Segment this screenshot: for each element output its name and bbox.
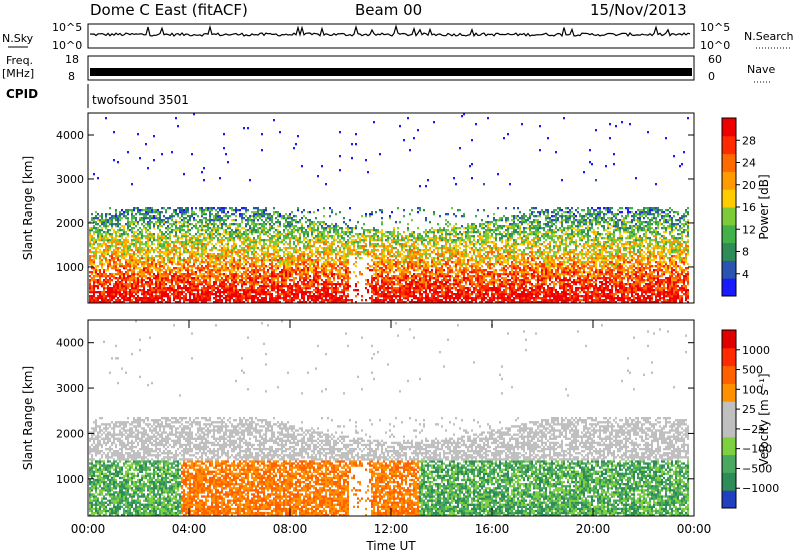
- y-tick-label: 3000: [56, 173, 84, 186]
- colorbar-segment: [722, 243, 736, 261]
- y-tick-label: 2000: [56, 427, 84, 440]
- nsky-label: N.Sky: [2, 32, 34, 45]
- x-tick-label: 00:00: [71, 522, 106, 536]
- date-title: 15/Nov/2013: [590, 1, 687, 19]
- power-panel: 4000 3000 2000 1000 Slant Range [km]: [21, 113, 694, 303]
- colorbar-segment: [722, 366, 736, 384]
- velocity-panel: 4000 3000 2000 1000 Slant Range [km] 00:00 0…: [21, 320, 711, 553]
- colorbar-tick: 8: [742, 246, 749, 259]
- colorbar-segment: [722, 278, 736, 296]
- x-tick-label: 12:00: [374, 522, 409, 536]
- colorbar-segment: [722, 455, 736, 473]
- colorbar-segment: [722, 260, 736, 278]
- colorbar-segment: [722, 472, 736, 490]
- x-tick-label: 08:00: [273, 522, 308, 536]
- colorbar-segment: [722, 154, 736, 172]
- velocity-ylabel: Slant Range [km]: [21, 366, 35, 470]
- power-colorbar: 28 24 20 16 12 8 4 Power [dB]: [722, 118, 771, 297]
- colorbar-segment: [722, 207, 736, 225]
- nave-label: Nave: [747, 63, 775, 76]
- y-tick-label: 3000: [56, 382, 84, 395]
- cpid-label: CPID: [6, 87, 38, 101]
- nsky-panel: N.Sky 10^5 10^0 10^5 10^0 N.Search: [2, 21, 794, 52]
- cpid-panel: CPID twofsound 3501: [6, 84, 189, 108]
- y-tick-label: 4000: [56, 129, 84, 142]
- colorbar-segment: [722, 189, 736, 207]
- nsearch-label: N.Search: [744, 30, 794, 43]
- power-ylabel: Slant Range [km]: [21, 156, 35, 260]
- nave-tick-bottom: 0: [708, 70, 715, 83]
- freq-panel: Freq. [MHz] 18 8 60 0 Nave: [2, 53, 775, 83]
- colorbar-tick: 20: [742, 179, 756, 192]
- nsky-right-tick-top: 10^5: [700, 21, 730, 34]
- colorbar-tick: 16: [742, 201, 756, 214]
- colorbar-segment: [722, 490, 736, 508]
- colorbar-segment: [722, 437, 736, 455]
- rti-figure: Dome C East (fitACF) Beam 00 15/Nov/2013…: [0, 0, 800, 554]
- velocity-colorbar-label: Velocity [m s⁻¹]: [757, 373, 771, 466]
- y-tick-label: 2000: [56, 217, 84, 230]
- colorbar-tick: 12: [742, 223, 756, 236]
- colorbar-tick: 4: [742, 268, 749, 281]
- x-tick-label: 16:00: [475, 522, 510, 536]
- colorbar-segment: [722, 401, 736, 419]
- y-tick-label: 1000: [56, 473, 84, 486]
- freq-tick-bottom: 8: [68, 70, 75, 83]
- colorbar-tick: 24: [742, 157, 756, 170]
- nave-tick-top: 60: [708, 53, 722, 66]
- y-tick-label: 4000: [56, 337, 84, 350]
- beam-title: Beam 00: [355, 1, 422, 19]
- power-colorbar-label: Power [dB]: [757, 174, 771, 239]
- colorbar-segment: [722, 348, 736, 366]
- colorbar-segment: [722, 330, 736, 348]
- velocity-data-cells: [89, 320, 689, 516]
- nsky-trace: [90, 26, 690, 36]
- x-tick-label: 00:00: [677, 522, 712, 536]
- colorbar-segment: [722, 136, 736, 154]
- cpid-value: twofsound 3501: [92, 93, 189, 107]
- freq-label: Freq.: [6, 54, 33, 67]
- power-data-cells: [89, 113, 689, 303]
- colorbar-segment: [722, 225, 736, 243]
- y-tick-label: 1000: [56, 261, 84, 274]
- colorbar-segment: [722, 118, 736, 136]
- freq-unit: [MHz]: [2, 67, 34, 80]
- nsky-tick-top: 10^5: [52, 21, 82, 34]
- freq-tick-top: 18: [65, 53, 79, 66]
- colorbar-tick: 25: [742, 403, 756, 416]
- velocity-xlabel: Time UT: [365, 539, 416, 553]
- colorbar-segment: [722, 383, 736, 401]
- nsky-tick-bottom: 10^0: [52, 39, 82, 52]
- colorbar-tick: 28: [742, 134, 756, 147]
- colorbar-segment: [722, 171, 736, 189]
- colorbar-tick: 1000: [742, 344, 770, 357]
- x-tick-label: 04:00: [172, 522, 207, 536]
- colorbar-tick: −1000: [742, 482, 779, 495]
- station-title: Dome C East (fitACF): [90, 1, 248, 19]
- nsky-right-tick-bottom: 10^0: [700, 39, 730, 52]
- x-tick-label: 20:00: [576, 522, 611, 536]
- colorbar-segment: [722, 419, 736, 437]
- freq-band: [90, 68, 692, 76]
